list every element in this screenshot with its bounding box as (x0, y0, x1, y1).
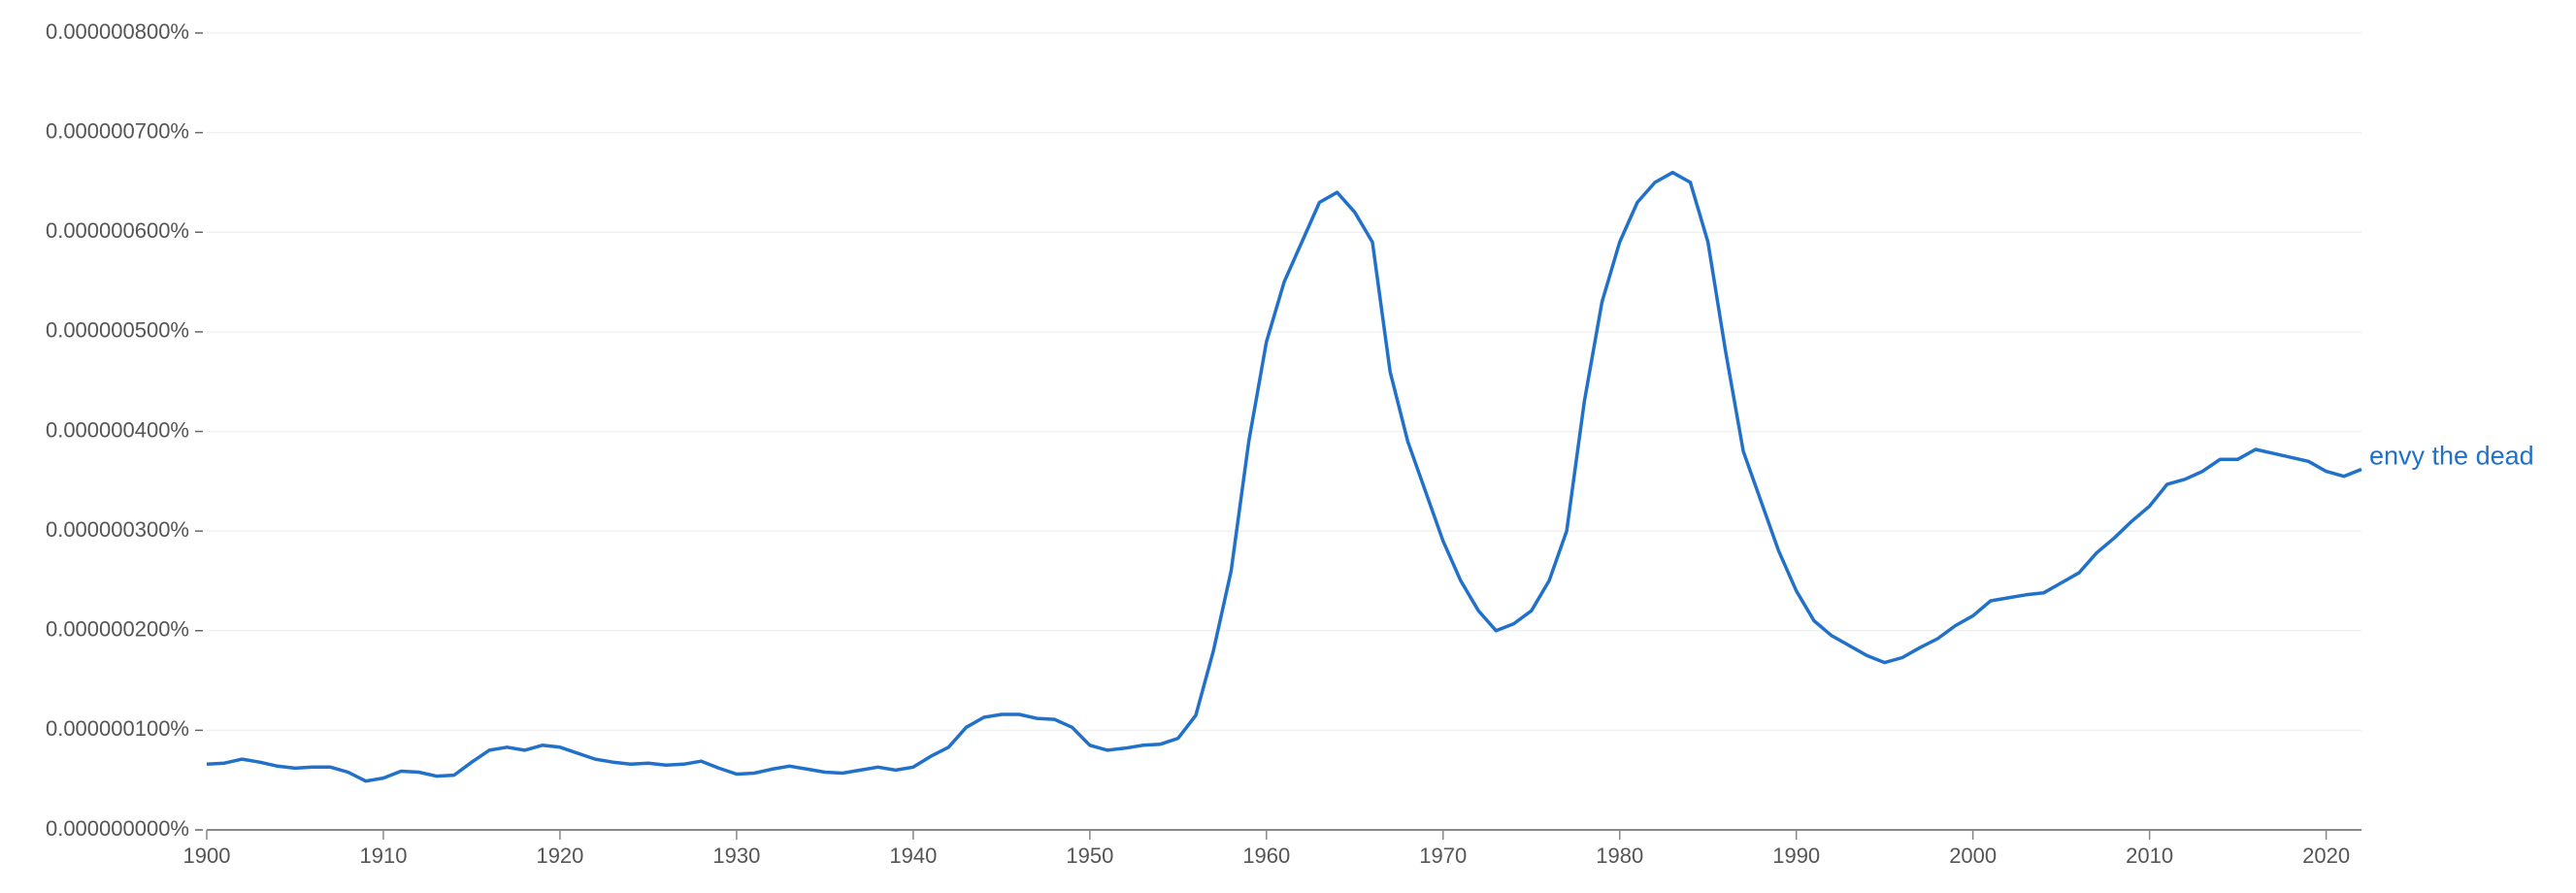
y-tick-label: 0.000000700% (46, 118, 189, 143)
y-tick-label: 0.000000200% (46, 617, 189, 642)
y-tick-label: 0.000000500% (46, 318, 189, 343)
x-tick-label: 1950 (1066, 843, 1113, 868)
x-tick-label: 1940 (889, 843, 937, 868)
x-tick-label: 1930 (712, 843, 760, 868)
x-tick-label: 1990 (1772, 843, 1820, 868)
x-tick-label: 2020 (2302, 843, 2350, 868)
y-tick-label: 0.000000600% (46, 218, 189, 243)
x-tick-label: 1900 (183, 843, 231, 868)
y-tick-label: 0.000000400% (46, 417, 189, 442)
y-tick-label: 0.000000300% (46, 517, 189, 542)
x-tick-label: 2000 (1949, 843, 1997, 868)
x-tick-label: 1980 (1596, 843, 1643, 868)
x-tick-label: 1960 (1242, 843, 1290, 868)
x-tick-label: 1970 (1419, 843, 1467, 868)
y-tick-label: 0.000000100% (46, 716, 189, 741)
series-label: envy the dead (2369, 442, 2534, 471)
line-series (206, 170, 2362, 783)
x-tick-label: 2010 (2126, 843, 2173, 868)
y-tick-label: 0.000000000% (46, 816, 189, 841)
x-tick-label: 1920 (536, 843, 583, 868)
x-tick-label: 1910 (359, 843, 407, 868)
y-tick-label: 0.000000800% (46, 19, 189, 44)
